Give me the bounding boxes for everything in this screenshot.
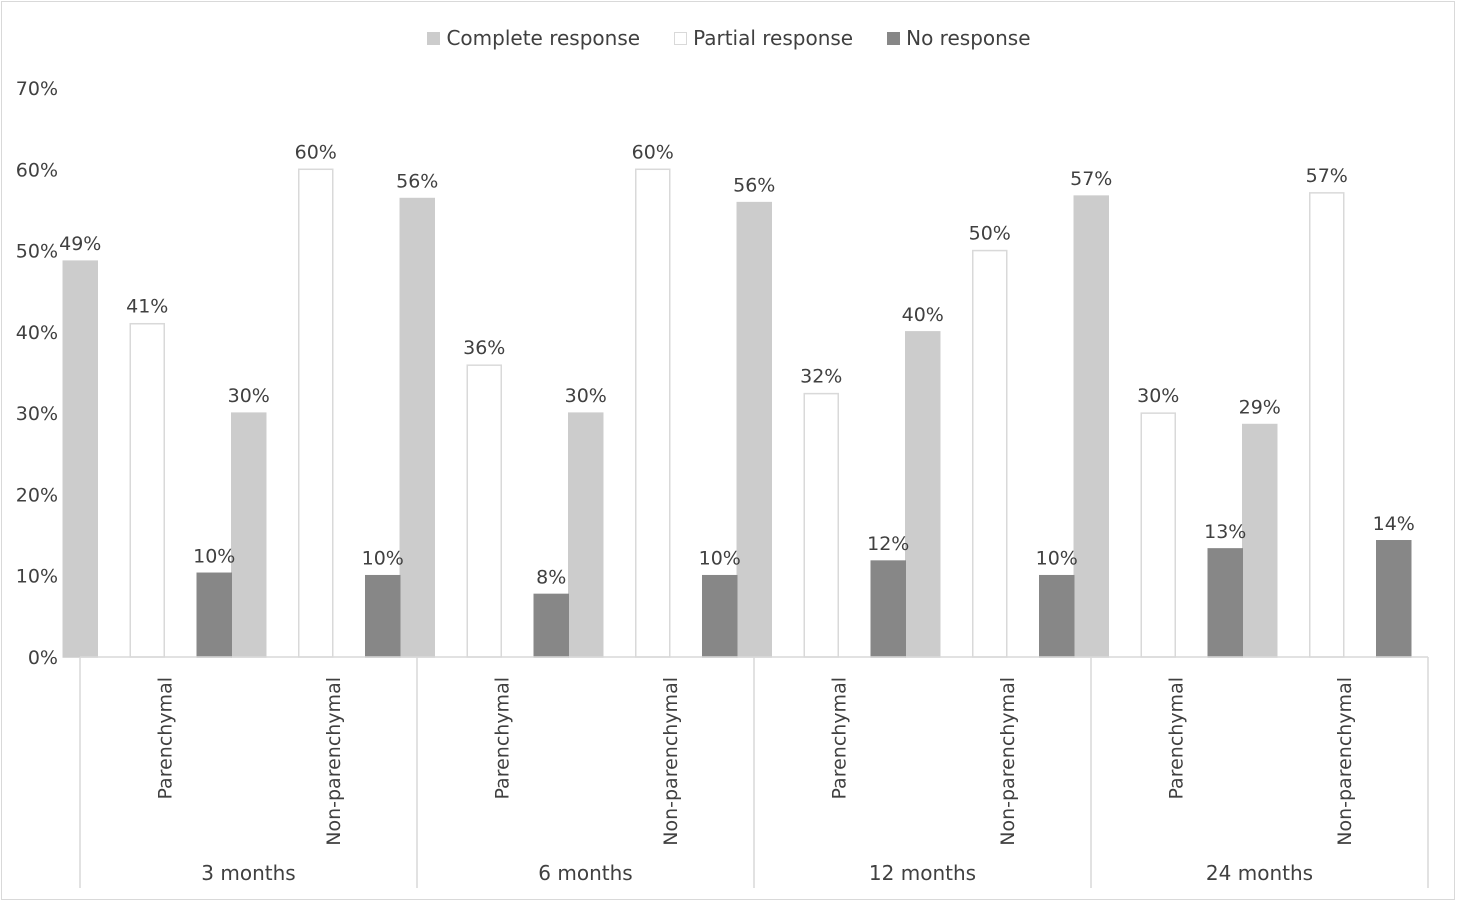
group-label: 3 months — [201, 861, 295, 885]
category-label: Non-parenchymal — [660, 677, 682, 846]
category-label: Parenchymal — [154, 677, 176, 800]
data-label: 50% — [969, 223, 1011, 245]
bar — [1242, 423, 1278, 658]
bar — [399, 197, 435, 658]
data-label: 30% — [565, 385, 607, 407]
data-label: 49% — [59, 233, 101, 255]
group-label: 6 months — [538, 861, 632, 885]
category-label: Parenchymal — [828, 677, 850, 800]
bar — [568, 412, 604, 658]
category-label: Parenchymal — [491, 677, 513, 800]
data-label: 41% — [126, 296, 168, 318]
group-label: 24 months — [1206, 861, 1313, 885]
bar — [905, 331, 941, 658]
legend-label-partial: Partial response — [693, 26, 854, 50]
bar — [298, 168, 334, 658]
data-label: 40% — [902, 304, 944, 326]
data-label: 12% — [867, 533, 909, 555]
data-label: 56% — [396, 171, 438, 193]
y-tick-label: 20% — [16, 484, 58, 506]
data-label: 36% — [463, 337, 505, 359]
data-label: 56% — [733, 175, 775, 197]
data-label: 10% — [699, 548, 741, 570]
data-label: 30% — [228, 385, 270, 407]
category-label: Parenchymal — [1165, 677, 1187, 800]
group-label: 12 months — [869, 861, 976, 885]
bar — [803, 392, 839, 658]
data-label: 14% — [1373, 513, 1415, 535]
bar — [870, 560, 906, 658]
data-label: 10% — [362, 548, 404, 570]
y-tick-label: 60% — [16, 159, 58, 181]
category-label: Non-parenchymal — [997, 677, 1019, 846]
category-label: Non-parenchymal — [323, 677, 345, 846]
bar — [365, 574, 401, 658]
legend-swatch-partial — [674, 31, 688, 45]
y-tick-label: 10% — [16, 566, 58, 588]
data-label: 8% — [536, 566, 566, 588]
y-tick-label: 50% — [16, 241, 58, 263]
bar — [129, 322, 165, 658]
bar — [635, 168, 671, 658]
legend-label-none: No response — [906, 26, 1031, 50]
data-label: 60% — [295, 141, 337, 163]
legend-swatch-none — [887, 31, 901, 45]
data-label: 13% — [1204, 521, 1246, 543]
bar — [62, 260, 98, 658]
category-label: Non-parenchymal — [1334, 677, 1356, 846]
data-label: 30% — [1137, 385, 1179, 407]
bar — [1039, 574, 1075, 658]
bar — [466, 364, 502, 658]
legend-item-none: No response — [887, 26, 1031, 50]
legend-swatch-complete — [427, 31, 441, 45]
bar — [702, 574, 738, 658]
bar — [231, 412, 267, 658]
y-tick-label: 70% — [16, 78, 58, 100]
data-label: 10% — [193, 545, 235, 567]
chart-legend: Complete response Partial response No re… — [0, 24, 1458, 52]
bar — [736, 201, 772, 658]
data-label: 60% — [632, 141, 674, 163]
data-label: 32% — [800, 366, 842, 388]
data-label: 57% — [1070, 168, 1112, 190]
legend-item-complete: Complete response — [427, 26, 640, 50]
bar — [972, 249, 1008, 658]
bar — [1309, 192, 1345, 658]
bar — [1207, 548, 1243, 658]
y-tick-label: 0% — [28, 647, 58, 669]
data-label: 29% — [1239, 397, 1281, 419]
bar — [1140, 412, 1176, 658]
bar — [533, 593, 569, 658]
data-label: 57% — [1306, 165, 1348, 187]
data-label: 10% — [1036, 548, 1078, 570]
bar — [1376, 540, 1412, 658]
y-tick-label: 40% — [16, 322, 58, 344]
bar — [196, 572, 232, 658]
bar — [1073, 195, 1109, 658]
legend-label-complete: Complete response — [446, 26, 641, 50]
legend-item-partial: Partial response — [674, 26, 853, 50]
y-tick-label: 30% — [16, 403, 58, 425]
